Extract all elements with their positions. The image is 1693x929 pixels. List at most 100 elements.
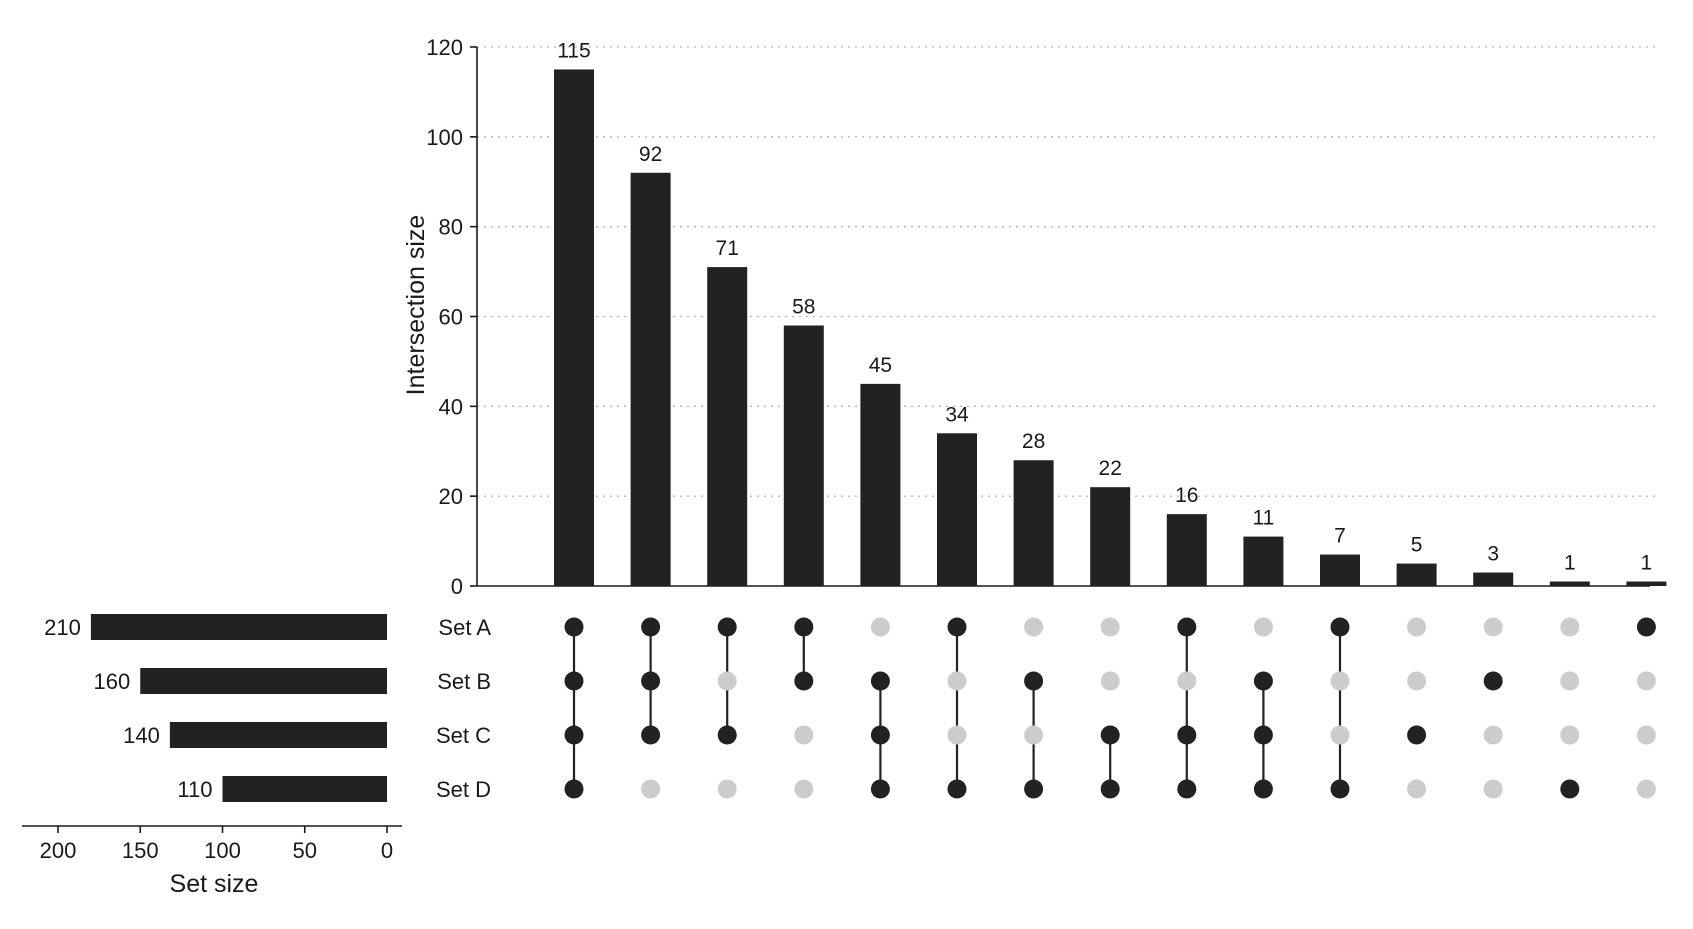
matrix-dot-col10-row4-active	[1253, 779, 1273, 799]
matrix-dot-col6-row4-active	[947, 779, 967, 799]
matrix-dot-col7-row3-inactive	[1024, 725, 1044, 745]
matrix-dot-col15-row2-inactive	[1636, 671, 1656, 691]
set-size-tick-label-200: 200	[40, 838, 77, 863]
intersection-y-axis: 0 20 40 60 80 100 120	[426, 35, 478, 599]
matrix-dot-col5-row4-active	[870, 779, 890, 799]
membership-matrix	[564, 617, 1656, 799]
matrix-dot-col11-row4-active	[1330, 779, 1350, 799]
matrix-dot-col1-row4-active	[564, 779, 584, 799]
intersection-bar-label-1: 115	[557, 39, 590, 62]
y-tick-label-120: 120	[426, 35, 463, 60]
matrix-dot-col7-row1-inactive	[1024, 617, 1044, 637]
set-size-tick-label-150: 150	[122, 838, 159, 863]
matrix-dot-col8-row3-active	[1100, 725, 1120, 745]
matrix-dot-col6-row1-active	[947, 617, 967, 637]
intersection-bar-label-2: 92	[639, 143, 662, 166]
set-label-3: Set C	[436, 723, 491, 748]
matrix-dot-col11-row2-inactive	[1330, 671, 1350, 691]
matrix-dot-col2-row3-active	[641, 725, 661, 745]
matrix-dot-col7-row2-active	[1024, 671, 1044, 691]
y-tick-label-100: 100	[426, 125, 463, 150]
matrix-dot-col4-row1-active	[794, 617, 814, 637]
matrix-dot-col13-row4-inactive	[1483, 779, 1503, 799]
matrix-dot-col3-row4-inactive	[717, 779, 737, 799]
matrix-dot-col9-row2-inactive	[1177, 671, 1197, 691]
intersection-bar-14	[1549, 581, 1590, 586]
set-size-axis-title: Set size	[170, 870, 259, 898]
matrix-dot-col15-row4-inactive	[1636, 779, 1656, 799]
matrix-dot-col12-row4-inactive	[1407, 779, 1427, 799]
matrix-dot-col4-row3-inactive	[794, 725, 814, 745]
set-label-4: Set D	[436, 777, 491, 802]
set-size-tick-label-50: 50	[293, 838, 317, 863]
intersection-bar-13	[1473, 572, 1514, 586]
matrix-dot-col2-row2-active	[641, 671, 661, 691]
intersection-bar-label-5: 45	[869, 354, 892, 377]
intersection-bar-label-10: 11	[1252, 507, 1274, 530]
set-size-label-4: 110	[177, 777, 212, 802]
intersection-bar-label-7: 28	[1022, 430, 1045, 453]
matrix-dot-col12-row1-inactive	[1407, 617, 1427, 637]
intersection-bar-3	[707, 267, 748, 586]
matrix-dot-col12-row3-active	[1407, 725, 1427, 745]
matrix-dot-col14-row1-inactive	[1560, 617, 1580, 637]
set-size-axis: 200 150 100 50 0	[22, 825, 402, 863]
intersection-bar-label-8: 22	[1099, 457, 1122, 480]
matrix-dot-col10-row1-inactive	[1253, 617, 1273, 637]
intersection-bar-label-12: 5	[1411, 534, 1423, 557]
matrix-dot-col9-row4-active	[1177, 779, 1197, 799]
set-size-bars: 210 160 140 110	[44, 614, 388, 802]
set-label-2: Set B	[437, 669, 491, 694]
intersection-bar-label-11: 7	[1334, 525, 1346, 548]
set-size-label-3: 140	[123, 723, 160, 748]
matrix-dot-col13-row3-inactive	[1483, 725, 1503, 745]
matrix-dot-col5-row2-active	[870, 671, 890, 691]
matrix-dot-col15-row3-inactive	[1636, 725, 1656, 745]
set-size-label-2: 160	[94, 669, 131, 694]
matrix-dot-col5-row3-active	[870, 725, 890, 745]
intersection-bar-1	[554, 69, 594, 587]
matrix-dot-col3-row1-active	[717, 617, 737, 637]
intersection-bar-15	[1626, 581, 1667, 586]
set-size-bar-1	[90, 614, 388, 640]
matrix-dot-col1-row3-active	[564, 725, 584, 745]
matrix-dot-col6-row2-inactive	[947, 671, 967, 691]
matrix-dot-col2-row1-active	[641, 617, 661, 637]
intersection-bar-label-13: 3	[1487, 543, 1499, 566]
intersection-bar-6	[937, 433, 977, 586]
intersection-bar-4	[783, 325, 824, 586]
y-tick-label-0: 0	[451, 574, 463, 599]
matrix-dot-col2-row4-inactive	[641, 779, 661, 799]
matrix-dot-col7-row4-active	[1024, 779, 1044, 799]
intersection-bar-label-3: 71	[716, 237, 739, 260]
intersection-bar-12	[1396, 563, 1437, 586]
set-size-bar-3	[169, 722, 387, 748]
matrix-dot-col4-row2-active	[794, 671, 814, 691]
matrix-dot-col13-row2-active	[1483, 671, 1503, 691]
matrix-dot-col10-row3-active	[1253, 725, 1273, 745]
matrix-dot-col5-row1-inactive	[870, 617, 890, 637]
intersection-bars	[554, 69, 1667, 587]
matrix-dot-col6-row3-inactive	[947, 725, 967, 745]
set-size-bar-4	[222, 776, 387, 802]
matrix-dot-col9-row1-active	[1177, 617, 1197, 637]
intersection-bar-11	[1320, 554, 1360, 586]
matrix-dot-col15-row1-active	[1636, 617, 1656, 637]
intersection-bar-5	[860, 383, 901, 586]
set-size-tick-label-100: 100	[204, 838, 241, 863]
matrix-dot-col14-row3-inactive	[1560, 725, 1580, 745]
intersection-bar-9	[1166, 514, 1207, 586]
intersection-bar-10	[1243, 536, 1284, 586]
y-axis-title: Intersection size	[402, 215, 430, 396]
intersection-bar-label-14: 1	[1564, 552, 1576, 575]
y-tick-label-80: 80	[439, 215, 463, 240]
y-tick-label-20: 20	[439, 484, 463, 509]
intersection-bar-label-6: 34	[945, 403, 969, 426]
intersection-bar-8	[1090, 487, 1131, 586]
matrix-dot-col1-row2-active	[564, 671, 584, 691]
matrix-dot-col3-row3-active	[717, 725, 737, 745]
set-label-1: Set A	[438, 615, 491, 640]
matrix-dot-col11-row3-inactive	[1330, 725, 1350, 745]
set-size-bar-2	[140, 668, 387, 694]
